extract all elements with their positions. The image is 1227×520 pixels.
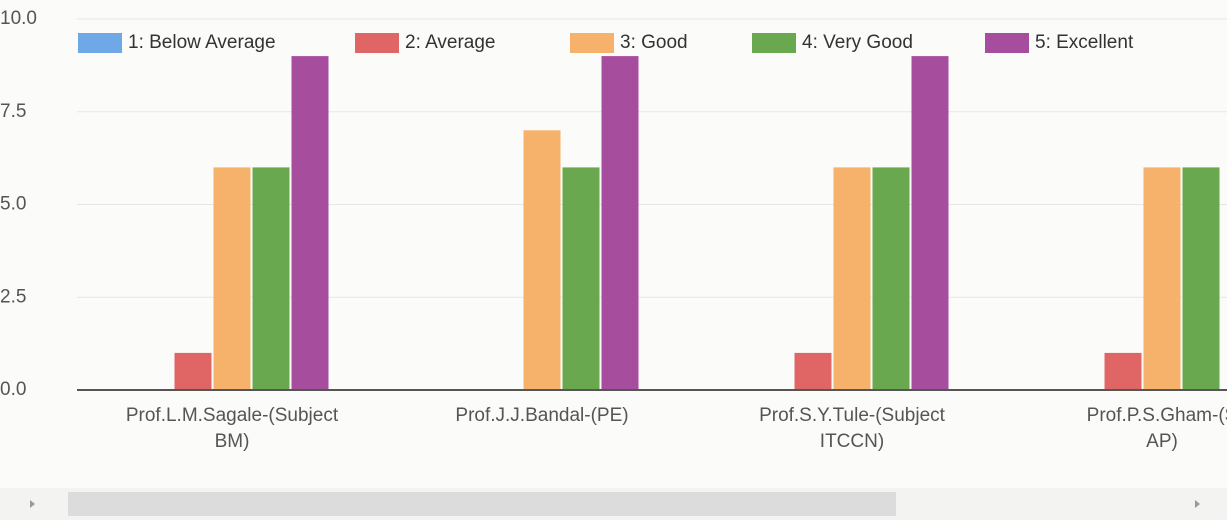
x-tick-label: BM) xyxy=(215,431,250,452)
bar xyxy=(1143,167,1181,390)
y-tick-label: 5.0 xyxy=(0,194,26,215)
legend-swatch xyxy=(985,33,1029,53)
y-tick-label: 2.5 xyxy=(0,286,26,307)
scroll-thumb[interactable] xyxy=(68,492,896,516)
legend-label: 1: Below Average xyxy=(128,32,276,53)
bar xyxy=(252,167,290,390)
bar xyxy=(1104,352,1142,390)
bar xyxy=(794,352,832,390)
legend-swatch xyxy=(570,33,614,53)
legend-label: 2: Average xyxy=(405,32,496,53)
x-tick-label: Prof.L.M.Sagale-(Subject xyxy=(126,405,339,426)
bar xyxy=(291,56,329,390)
bar xyxy=(872,167,910,390)
bar xyxy=(1182,167,1220,390)
bar xyxy=(911,56,949,390)
bar xyxy=(562,167,600,390)
legend-label: 3: Good xyxy=(620,32,688,53)
x-tick-label: AP) xyxy=(1146,431,1178,452)
scrollbar[interactable] xyxy=(0,488,1227,520)
plot: 0.0 2.5 5.0 7.5 10.0 Prof.L.M.Sagale-(Subject… xyxy=(0,8,1227,452)
x-tick-label: Prof.S.Y.Tule-(Subject xyxy=(759,405,946,426)
bar xyxy=(601,56,639,390)
x-tick-label: Prof.J.J.Bandal-(PE) xyxy=(455,405,628,426)
bar xyxy=(213,167,251,390)
x-tick-label: Prof.P.S.Gham-(S xyxy=(1087,405,1227,426)
y-tick-label: 0.0 xyxy=(0,379,26,400)
legend-swatch xyxy=(78,33,122,53)
bar xyxy=(523,130,561,391)
legend-swatch xyxy=(752,33,796,53)
legend-label: 5: Excellent xyxy=(1035,32,1134,53)
bar xyxy=(833,167,871,390)
x-tick-label: ITCCN) xyxy=(820,431,884,452)
y-tick-label: 7.5 xyxy=(0,101,26,122)
y-tick-label: 10.0 xyxy=(0,8,37,29)
legend-swatch xyxy=(355,33,399,53)
bar xyxy=(174,352,212,390)
legend-label: 4: Very Good xyxy=(802,32,913,53)
scroll-right-arrow[interactable] xyxy=(1195,500,1200,508)
scroll-left-arrow[interactable] xyxy=(30,500,35,508)
